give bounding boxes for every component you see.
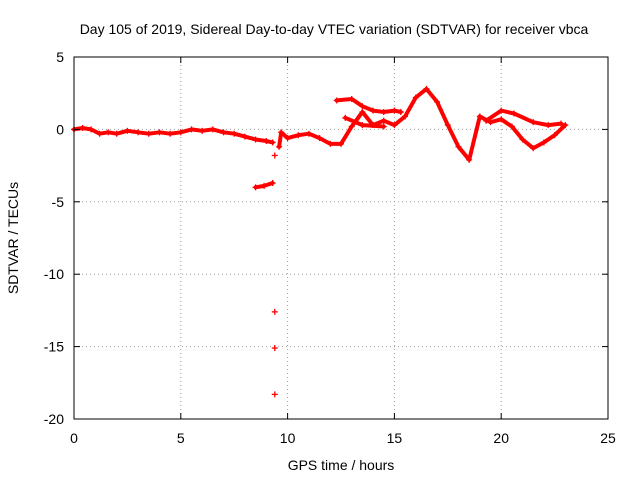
data-point	[188, 126, 195, 133]
data-point	[135, 129, 142, 136]
data-point	[511, 110, 518, 117]
data-point	[483, 117, 490, 124]
x-tick-label: 15	[387, 430, 403, 446]
data-point	[199, 127, 206, 134]
data-point	[455, 143, 462, 150]
data-point	[271, 152, 278, 159]
gridlines	[74, 57, 608, 419]
data-point	[177, 129, 184, 136]
x-axis-label: GPS time / hours	[288, 457, 395, 473]
data-point	[105, 129, 112, 136]
x-tick-label: 5	[177, 430, 185, 446]
data-point	[271, 345, 278, 352]
data-point	[220, 129, 227, 136]
data-point	[519, 136, 526, 143]
data-point	[79, 124, 86, 131]
data-point	[402, 113, 409, 120]
data-point	[498, 107, 505, 114]
data-point	[498, 116, 505, 123]
data-point	[558, 120, 565, 127]
axis-ticks: 0 5 10 15 20 25 -20 -15 -10 -5 0 5	[44, 49, 616, 446]
data-point	[342, 114, 349, 121]
data-point	[397, 109, 404, 116]
data-point	[370, 122, 377, 129]
data-point	[380, 109, 387, 116]
data-point	[269, 139, 276, 146]
data-point	[391, 122, 398, 129]
data-point	[476, 113, 483, 120]
data-point	[295, 132, 302, 139]
data-point	[338, 140, 344, 147]
y-tick-label: -10	[44, 266, 64, 282]
data-point	[359, 109, 366, 116]
x-tick-label: 20	[493, 430, 509, 446]
data-point	[96, 130, 103, 137]
data-point	[167, 130, 174, 137]
data-point	[113, 130, 120, 137]
data-point	[348, 95, 355, 102]
data-point	[271, 391, 278, 398]
data-point	[278, 129, 285, 136]
data-point	[562, 122, 569, 129]
y-tick-label: -15	[44, 339, 64, 355]
data-band	[72, 126, 275, 145]
data-point	[231, 130, 238, 137]
data-point	[391, 107, 398, 114]
data-point	[466, 156, 473, 163]
data-points	[71, 85, 569, 398]
data-point	[252, 136, 259, 143]
data-point	[145, 130, 152, 137]
x-tick-label: 0	[70, 430, 78, 446]
data-point	[269, 179, 276, 186]
data-band	[334, 97, 403, 114]
data-point	[530, 119, 537, 126]
y-tick-label: 5	[56, 49, 64, 65]
data-point	[508, 123, 515, 130]
data-point	[241, 133, 248, 140]
data-point	[530, 145, 537, 152]
data-point	[540, 139, 547, 146]
data-point	[252, 184, 259, 191]
x-tick-label: 10	[280, 430, 296, 446]
data-point	[156, 129, 163, 136]
y-tick-label: -20	[44, 411, 64, 427]
data-point	[551, 132, 558, 139]
data-point	[412, 94, 419, 101]
data-point	[380, 117, 387, 124]
data-band	[277, 86, 568, 162]
data-point	[333, 97, 340, 104]
data-point	[423, 85, 430, 92]
data-point	[487, 119, 494, 126]
data-point	[124, 127, 131, 134]
data-point	[305, 130, 312, 137]
data-point	[284, 135, 291, 142]
data-point	[327, 140, 334, 147]
data-point	[370, 107, 377, 114]
data-point	[380, 123, 387, 130]
chart-title: Day 105 of 2019, Sidereal Day-to-day VTE…	[80, 21, 589, 37]
y-tick-label: 0	[56, 121, 64, 137]
data-point	[209, 126, 216, 133]
data-point	[545, 122, 552, 129]
x-tick-label: 25	[600, 430, 616, 446]
data-point	[276, 143, 283, 150]
data-point	[316, 135, 323, 142]
plot-frame	[73, 56, 609, 420]
data-band	[484, 108, 563, 128]
data-point	[271, 308, 278, 315]
y-tick-label: -5	[52, 194, 65, 210]
data-point	[88, 126, 95, 133]
data-point	[444, 122, 451, 129]
data-point	[263, 137, 270, 144]
data-point	[359, 103, 366, 110]
data-point	[348, 123, 355, 130]
data-point	[434, 98, 441, 105]
data-point	[261, 182, 268, 189]
y-axis-label: SDTVAR / TECUs	[5, 182, 21, 294]
data-point	[359, 122, 366, 129]
